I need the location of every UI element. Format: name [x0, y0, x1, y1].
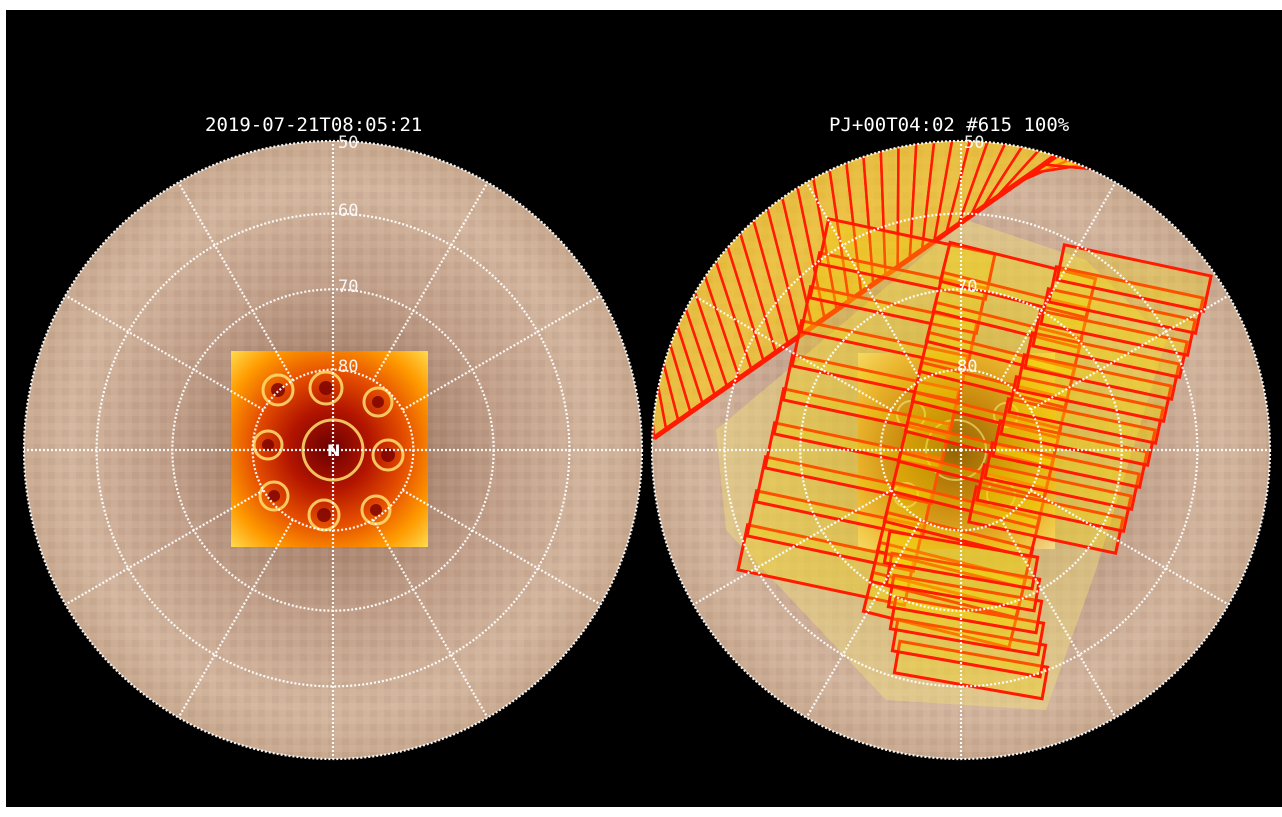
footprint-rect: [983, 441, 1141, 511]
right-panel-title: PJ+00T04:02 #615 100%: [829, 114, 1070, 136]
footprint-rect: [991, 419, 1149, 489]
right-polar-map: 50 70 80 PJ+00T04:02 #615 100%: [650, 114, 1272, 761]
footprint-rect: [890, 617, 1048, 679]
left-panel-title: 2019-07-21T08:05:21: [205, 114, 422, 136]
footprint-rect: [1007, 375, 1165, 445]
left-lat-label-50: 50: [338, 133, 358, 153]
left-lat-lon-grid: [22, 139, 644, 761]
footprint-rect: [799, 285, 979, 369]
footprint-rect: [772, 387, 952, 471]
footprint-rect: [1015, 353, 1173, 423]
footprint-rect: [892, 639, 1050, 701]
left-polar-map: 50 60 70 80 N 2019-07-21T08:05:21: [22, 114, 644, 761]
footprint-rect: [999, 397, 1157, 467]
footprint-rect: [886, 573, 1044, 635]
left-lat-label-80: 80: [338, 357, 358, 377]
footprint-rect: [1031, 309, 1189, 379]
footprint-rect: [931, 270, 1091, 350]
left-lat-label-60: 60: [338, 201, 358, 221]
footprint-rect: [1047, 265, 1205, 335]
footprint-rect: [781, 353, 961, 437]
footprint-rect: [975, 463, 1133, 533]
left-pole-label: N: [327, 441, 340, 460]
right-lat-label-70: 70: [957, 277, 977, 297]
footprint-rect: [1023, 331, 1181, 401]
footprint-rect: [1039, 287, 1197, 357]
right-lat-label-50: 50: [964, 133, 984, 153]
footprint-arc-strips: [652, 141, 1146, 441]
footprint-rect: [884, 551, 1042, 613]
footprint-rect: [1055, 243, 1213, 313]
footprint-rect: [817, 217, 997, 301]
footprint-rect: [889, 450, 1049, 530]
right-lat-label-80: 80: [957, 357, 977, 377]
footprint-rect: [888, 595, 1046, 657]
right-lat-lon-grid: [650, 139, 1272, 761]
polar-projection-maps: 50 60 70 80 N 2019-07-21T08:05:21: [22, 114, 1272, 761]
map-frame: 50 60 70 80 N 2019-07-21T08:05:21: [6, 10, 1282, 807]
left-lat-label-70: 70: [338, 277, 358, 297]
footprint-rect: [967, 485, 1125, 555]
footprint-rect: [938, 240, 1098, 320]
footprint-rect: [790, 319, 970, 403]
